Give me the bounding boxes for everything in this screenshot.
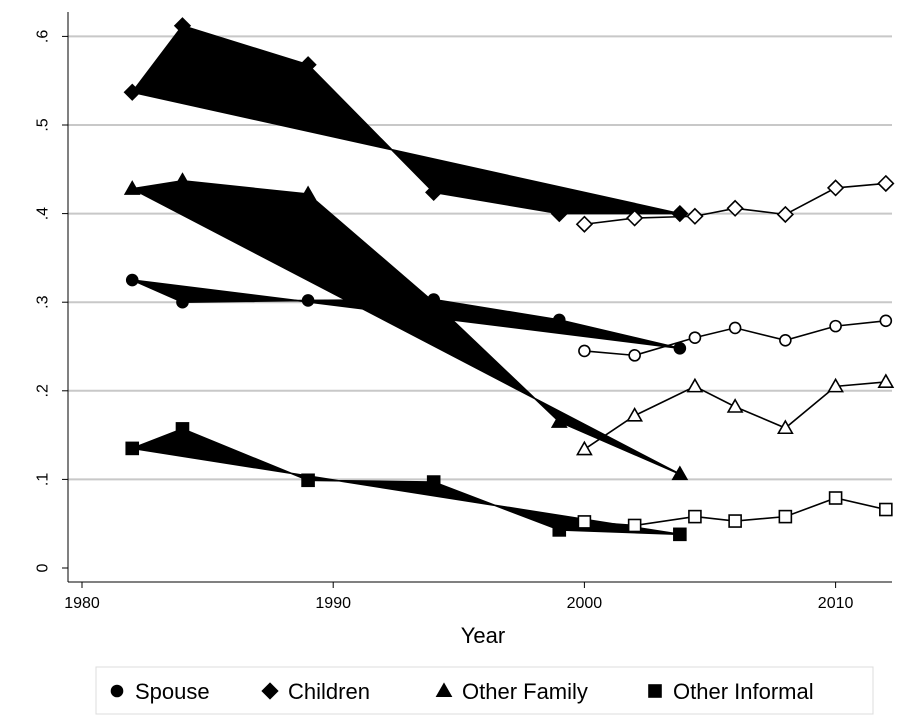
data-point <box>301 294 315 307</box>
data-point <box>828 491 843 505</box>
data-point <box>779 333 792 347</box>
data-point <box>552 313 566 327</box>
data-point <box>686 377 704 393</box>
data-point <box>575 215 594 233</box>
data-point <box>728 514 742 528</box>
legend: Spouse Children Other Family Other Informal <box>95 666 874 715</box>
y-tick-label: .4 <box>35 207 52 220</box>
data-point <box>301 473 315 488</box>
data-point <box>879 314 893 328</box>
series-other-informal <box>125 422 893 542</box>
data-point <box>576 440 593 456</box>
x-tick-label: 2000 <box>567 595 603 612</box>
y-tick-label: .1 <box>35 473 52 486</box>
data-point <box>578 344 591 358</box>
data-point <box>123 83 141 101</box>
data-point <box>879 502 893 517</box>
data-point <box>426 475 441 489</box>
data-point <box>688 509 702 524</box>
legend-label: Other Family <box>462 679 588 704</box>
legend-label: Spouse <box>135 679 210 704</box>
data-point <box>174 172 191 187</box>
data-point <box>299 185 317 201</box>
data-point <box>726 398 744 413</box>
data-point <box>776 205 794 224</box>
data-point <box>726 199 744 217</box>
data-point <box>550 413 568 428</box>
data-point <box>577 515 592 529</box>
data-point <box>877 174 895 193</box>
data-point <box>671 465 689 481</box>
data-point <box>550 204 568 223</box>
data-point <box>826 179 845 197</box>
data-point <box>299 56 317 74</box>
data-point <box>688 331 702 344</box>
x-tick-label: 1980 <box>64 595 100 612</box>
x-tick-label: 1990 <box>315 595 351 612</box>
data-point <box>728 321 742 335</box>
legend-marker <box>648 684 662 698</box>
legend-box <box>95 666 874 715</box>
data-point <box>125 441 140 456</box>
series-early-area <box>131 180 681 475</box>
data-point <box>627 518 642 533</box>
data-point <box>425 293 443 309</box>
plot-area <box>123 17 895 542</box>
data-point <box>176 295 189 309</box>
y-tick-label: .6 <box>35 30 52 43</box>
data-point <box>673 527 687 542</box>
data-point <box>776 419 794 435</box>
y-tick-label: 0 <box>35 563 52 572</box>
data-point <box>125 273 139 287</box>
series-early-area <box>131 428 681 536</box>
data-point <box>173 17 192 35</box>
data-point <box>425 183 443 201</box>
x-tick-label: 2010 <box>818 595 854 612</box>
series-other-family <box>123 172 895 481</box>
data-point <box>673 341 687 355</box>
legend-marker <box>110 684 124 698</box>
x-axis-title: Year <box>461 623 505 648</box>
y-axis: 0 .1 .2 .3 .4 .5 .6 <box>35 12 69 582</box>
series-children <box>123 17 895 233</box>
legend-label: Other Informal <box>673 679 814 704</box>
x-axis: 1980 1990 2000 2010 <box>64 581 892 612</box>
y-tick-label: .3 <box>35 295 52 308</box>
y-tick-label: .5 <box>35 118 52 131</box>
legend-marker <box>261 682 279 700</box>
data-point <box>626 406 644 422</box>
data-point <box>123 180 141 195</box>
data-point <box>671 204 689 223</box>
data-point <box>175 422 190 436</box>
legend-label: Children <box>288 679 370 704</box>
data-point <box>827 377 844 393</box>
legend-marker <box>435 682 453 698</box>
data-point <box>628 349 641 362</box>
data-point <box>778 509 793 524</box>
data-point <box>626 209 644 227</box>
y-tick-label: .2 <box>35 384 52 397</box>
data-point <box>552 523 567 537</box>
data-point <box>829 319 842 333</box>
series-spouse <box>125 273 893 362</box>
data-point <box>877 373 895 388</box>
data-point <box>686 207 704 225</box>
